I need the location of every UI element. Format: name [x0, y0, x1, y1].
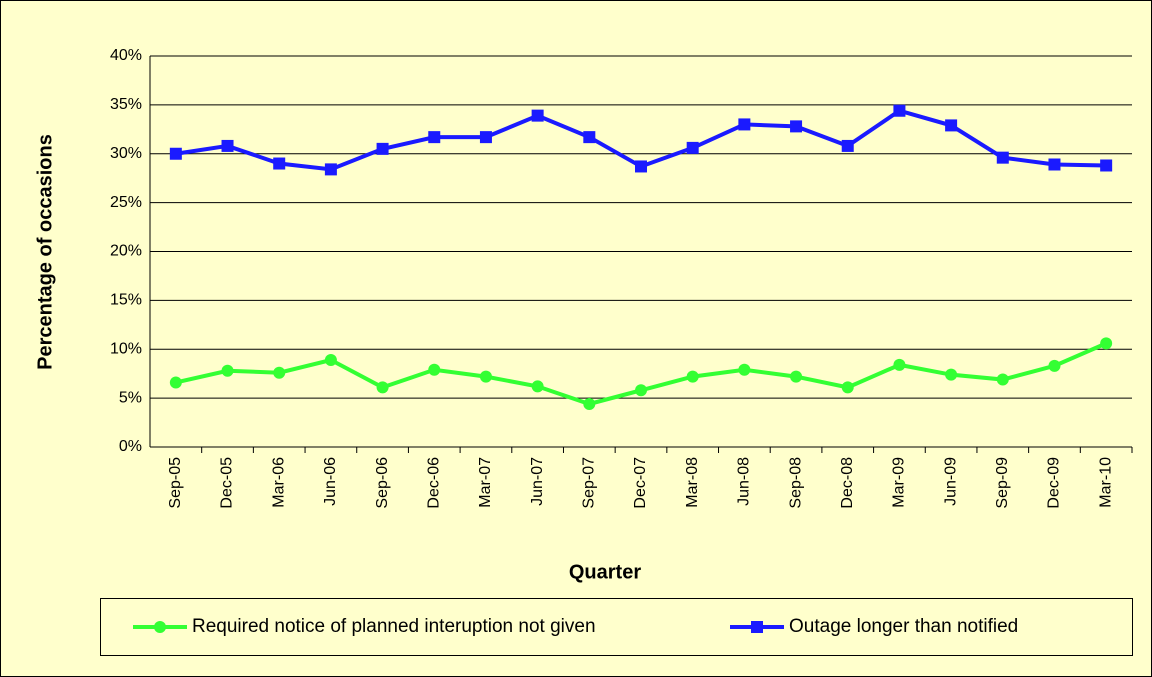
point	[479, 131, 492, 144]
y-tick-label: 35%	[110, 96, 142, 113]
x-tick-label: Sep-06	[374, 457, 391, 509]
x-tick-label: Jun-07	[529, 457, 546, 506]
x-tick-label: Sep-08	[787, 457, 804, 509]
x-tick-label: Dec-09	[1046, 457, 1063, 509]
y-tick-label: 20%	[110, 243, 142, 260]
point	[893, 358, 906, 371]
point	[169, 147, 182, 160]
x-tick-label: Dec-08	[839, 457, 856, 509]
point	[1048, 359, 1061, 372]
x-tick-label: Dec-07	[632, 457, 649, 509]
x-tick-label: Jun-09	[942, 457, 959, 506]
point	[738, 363, 751, 376]
point	[686, 141, 699, 154]
y-tick-label: 0%	[119, 438, 142, 455]
y-tick-label: 40%	[110, 47, 142, 64]
x-tick-label: Mar-08	[684, 457, 701, 508]
x-axis-label: Quarter	[569, 561, 641, 583]
point	[531, 109, 544, 122]
point	[686, 370, 699, 383]
x-tick-label: Sep-07	[581, 457, 598, 509]
y-axis-label: Percentage of occasions	[34, 134, 56, 370]
legend-marker	[751, 621, 763, 633]
point	[221, 139, 234, 152]
point	[1048, 158, 1061, 171]
x-tick-label: Dec-05	[219, 457, 236, 509]
point	[428, 131, 441, 144]
point	[273, 366, 286, 379]
point	[635, 384, 647, 397]
point	[841, 381, 854, 394]
legend-marker	[154, 621, 166, 633]
point	[221, 364, 234, 377]
point	[273, 157, 286, 170]
point	[324, 163, 337, 176]
point	[1100, 337, 1113, 350]
point	[428, 363, 441, 376]
x-tick-label: Jun-08	[736, 457, 753, 506]
point	[324, 354, 337, 367]
legend-box	[100, 598, 1133, 656]
x-tick-label: Dec-06	[425, 457, 442, 509]
point	[996, 151, 1009, 164]
y-tick-label: 15%	[110, 292, 142, 309]
y-tick-label: 5%	[119, 389, 142, 406]
point	[841, 139, 854, 152]
point	[531, 380, 544, 393]
y-tick-label: 25%	[110, 194, 142, 211]
point	[996, 373, 1009, 386]
point	[945, 119, 958, 132]
point	[376, 381, 389, 394]
x-tick-label: Mar-06	[270, 457, 287, 508]
point	[376, 142, 389, 155]
legend-label: Outage longer than notified	[789, 616, 1018, 637]
point	[945, 368, 958, 381]
y-tick-label: 30%	[110, 145, 142, 162]
x-tick-label: Jun-06	[322, 457, 339, 506]
x-tick-label: Mar-10	[1097, 457, 1114, 508]
x-tick-label: Mar-09	[891, 457, 908, 508]
x-tick-label: Sep-05	[167, 457, 184, 509]
x-tick-label: Sep-09	[994, 457, 1011, 509]
point	[790, 370, 803, 383]
point	[583, 131, 596, 144]
point	[790, 120, 803, 133]
y-tick-label: 10%	[110, 340, 142, 357]
point	[169, 376, 182, 389]
point	[1100, 159, 1113, 172]
x-tick-label: Mar-07	[477, 457, 494, 508]
legend-label: Required notice of planned interuption n…	[192, 616, 596, 637]
point	[479, 370, 492, 383]
point	[738, 118, 751, 131]
point	[635, 160, 647, 173]
point	[583, 397, 596, 410]
point	[893, 104, 906, 117]
